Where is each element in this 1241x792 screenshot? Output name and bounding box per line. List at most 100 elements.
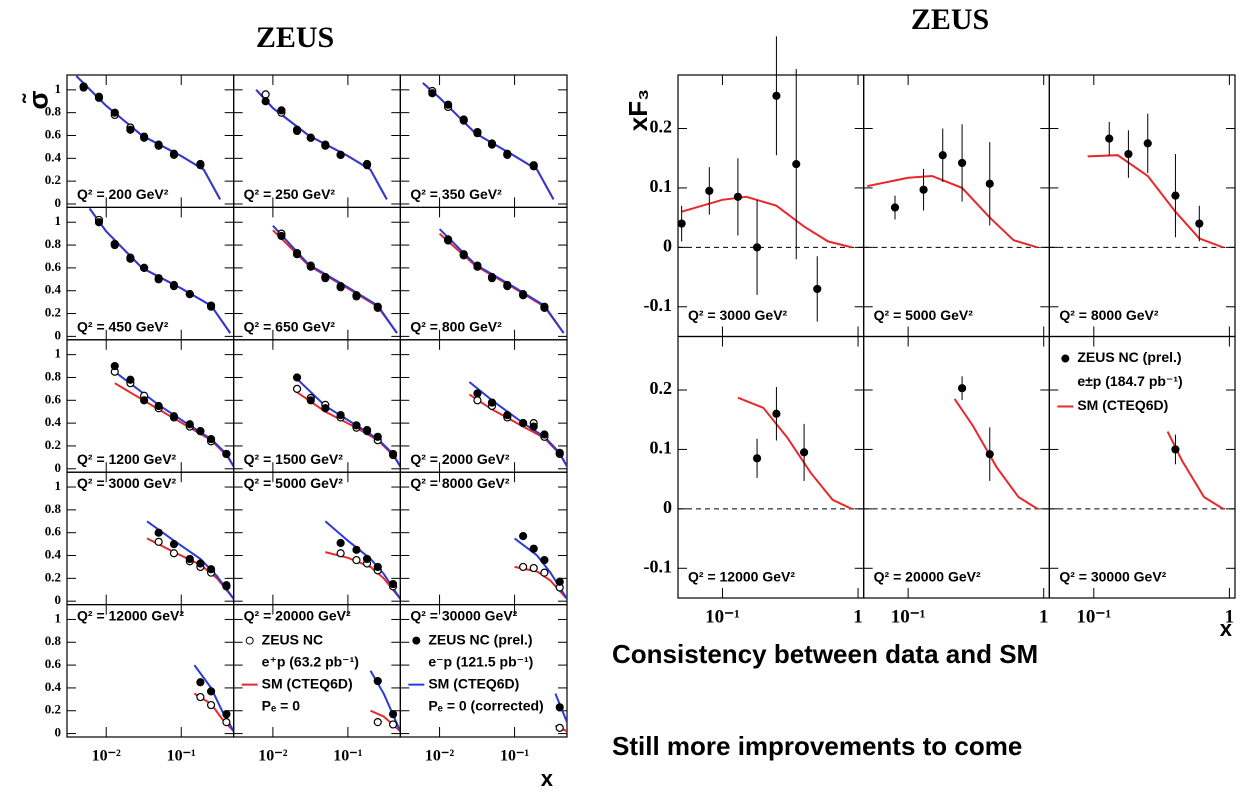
data-point [336,150,345,159]
data-point [529,162,538,171]
data-point [261,97,270,106]
y-tick-label: 0.4 [45,282,62,297]
panel-label: Q² = 12000 GeV² [688,569,795,585]
data-point [473,261,482,270]
legend-label: SM (CTEQ6D) [428,675,519,691]
data-point [373,302,382,311]
data-point [352,421,361,430]
x-tick-label: 10⁻¹ [1076,606,1111,627]
sm-curve [88,207,232,334]
x-tick-label: 1 [853,606,863,627]
data-point [352,545,361,554]
y-tick-label: 0.2 [45,569,61,584]
chart-title: ZEUS [911,3,989,36]
y-tick-label: 0.6 [45,126,62,141]
y-tick-label: 0.6 [45,656,62,671]
data-point [94,218,104,227]
panel-frame [66,603,235,738]
legend-label: ZEUS NC [262,631,323,647]
data-point [196,559,205,568]
data-point [503,411,512,420]
data-point [277,231,286,241]
data-point [140,133,149,142]
sm-curve [88,207,232,334]
data-point [428,89,437,98]
data-point [529,422,538,431]
data-point [362,161,372,170]
data-point [813,284,822,294]
data-point [79,82,88,91]
slide-text: Still more improvements to come [612,731,1022,761]
legend-note: Pₑ = 0 (corrected) [428,697,543,713]
data-point [206,687,216,696]
y-tick-label: -0.1 [644,556,673,576]
data-point [154,140,163,149]
y-tick-label: 0.2 [45,437,61,452]
data-point [292,248,302,258]
slide-text: Consistency between data and SM [612,639,1038,669]
y-tick-label: 1 [55,610,62,625]
data-point [373,718,382,727]
data-point [473,396,482,405]
legend-label: ZEUS NC (prel.) [1077,349,1181,365]
data-point [222,449,231,459]
panel-label: Q² = 20000 GeV² [874,569,981,585]
panel-frame [66,471,235,606]
data-point [352,555,361,565]
y-tick-label: 1 [55,478,62,493]
y-tick-label: 0 [55,592,62,607]
data-point [154,274,163,283]
data-point [985,450,994,459]
data-point [487,398,497,407]
y-tick-label: 0.6 [45,259,62,274]
data-point [705,186,714,195]
data-point [206,301,216,310]
y-axis-label: σ̃ [22,90,53,109]
legend-note: e⁺p (63.2 pb⁻¹) [262,653,359,669]
data-point [185,420,194,429]
data-point [799,448,809,457]
y-tick-label: 0 [663,497,672,517]
data-point [503,149,512,158]
data-point [677,219,686,228]
data-point [388,579,398,589]
data-point [519,532,528,541]
data-point [206,565,216,574]
y-tick-label: 0.8 [45,236,62,251]
y-tick-label: 0.6 [45,391,62,406]
data-point [277,106,286,115]
data-point [529,563,538,573]
data-point [1124,149,1133,159]
data-point [752,243,762,252]
panel-label: Q² = 8000 GeV² [410,475,510,491]
sm-curve [953,398,1039,510]
sm-curve [737,396,853,510]
panel-label: Q² = 5000 GeV² [874,307,974,323]
data-point [388,710,398,719]
panel-label: Q² = 20000 GeV² [244,607,351,623]
panel-frame [677,335,865,599]
data-point [373,432,382,441]
data-point [126,375,135,384]
data-point [306,261,315,270]
panel-frame [233,603,401,738]
panel-label: Q² = 650 GeV² [244,319,336,335]
data-point [185,290,194,299]
y-tick-label: 1 [55,213,62,228]
y-tick-label: 0 [663,235,672,255]
data-point [1143,139,1152,148]
data-point [126,254,135,263]
panel-label: Q² = 30000 GeV² [410,607,517,623]
panel-label: Q² = 2000 GeV² [410,451,510,467]
x-axis-label: x [541,766,554,791]
panel-label: Q² = 250 GeV² [244,186,336,202]
x-tick-label: 10⁻² [425,748,454,765]
data-point [555,448,564,457]
data-point [938,151,947,160]
data-point [519,419,528,428]
data-point [459,250,468,259]
panel-label: Q² = 800 GeV² [410,319,502,335]
panel-label: Q² = 450 GeV² [77,319,169,335]
data-point [261,90,270,99]
y-axis-label: xF₃ [623,89,653,131]
